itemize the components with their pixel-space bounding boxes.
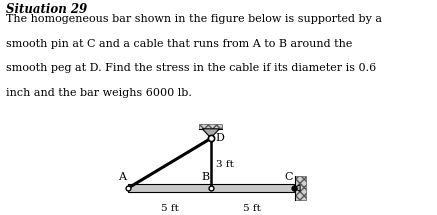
Text: Situation 29: Situation 29 — [6, 3, 87, 16]
Text: C: C — [284, 172, 293, 182]
Text: D: D — [215, 133, 224, 143]
Text: 5 ft: 5 ft — [243, 204, 261, 213]
Bar — [295, 176, 306, 200]
Polygon shape — [294, 185, 300, 191]
Text: inch and the bar weighs 6000 lb.: inch and the bar weighs 6000 lb. — [6, 88, 191, 98]
Text: 3 ft: 3 ft — [216, 160, 234, 169]
Text: A: A — [118, 172, 126, 182]
Text: smooth pin at C and a cable that runs from A to B around the: smooth pin at C and a cable that runs fr… — [6, 39, 352, 49]
Text: 5 ft: 5 ft — [160, 204, 178, 213]
Bar — [128, 184, 294, 192]
Polygon shape — [202, 129, 219, 138]
Text: The homogeneous bar shown in the figure below is supported by a: The homogeneous bar shown in the figure … — [6, 14, 382, 24]
Text: smooth peg at D. Find the stress in the cable if its diameter is 0.6: smooth peg at D. Find the stress in the … — [6, 63, 376, 74]
Text: B: B — [201, 172, 209, 182]
Bar — [199, 124, 222, 129]
